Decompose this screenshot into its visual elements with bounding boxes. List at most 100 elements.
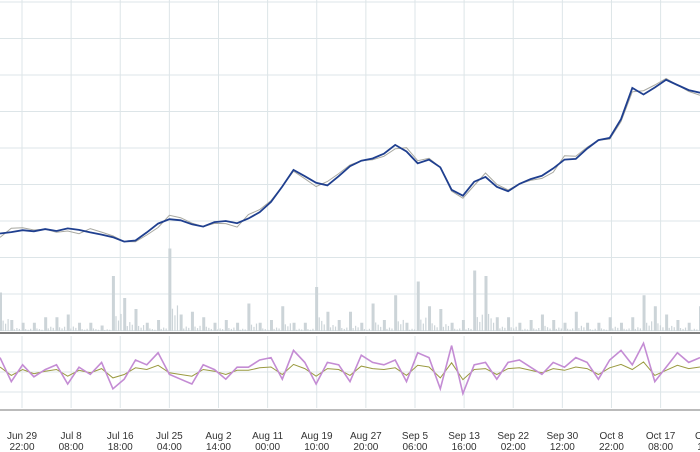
volume-bar: [597, 322, 601, 331]
volume-bar: [36, 328, 38, 331]
volume-bar: [696, 329, 698, 331]
volume-bar: [668, 327, 670, 331]
volume-bar: [355, 325, 357, 331]
volume-bar: [682, 328, 684, 331]
volume-bar: [120, 313, 122, 331]
volume-bar: [50, 326, 52, 331]
volume-bar: [434, 325, 436, 331]
volume-bar: [149, 328, 151, 331]
volume-bar: [637, 327, 639, 331]
volume-bar: [679, 328, 682, 331]
volume-bar: [145, 322, 149, 331]
volume-bar: [84, 329, 86, 331]
volume-bar: [250, 324, 253, 331]
x-tick-time-label: 02:00: [501, 442, 526, 452]
x-tick-time-label: 08:00: [59, 442, 84, 452]
volume-bar: [538, 328, 540, 331]
volume-bar: [693, 328, 695, 331]
volume-bar: [287, 326, 289, 331]
volume-bar: [269, 320, 273, 331]
volume-bar: [264, 329, 266, 331]
volume-bar: [97, 329, 100, 331]
volume-bar: [657, 323, 659, 331]
volume-bar: [492, 322, 495, 331]
volume-bar: [574, 311, 578, 331]
volume-bar: [55, 317, 59, 331]
volume-bar: [176, 305, 179, 331]
volume-bar: [529, 320, 533, 331]
volume-bar: [549, 328, 551, 331]
volume-bar: [258, 322, 262, 331]
volume-bar: [642, 295, 646, 331]
volume-bar: [289, 323, 291, 331]
volume-bar: [408, 329, 411, 331]
volume-bar: [394, 295, 398, 331]
x-tick-date-label: Sep 22: [497, 431, 529, 442]
volume-bar: [533, 328, 535, 331]
volume-bar: [459, 328, 461, 331]
volume-bar: [337, 320, 341, 331]
volume-bar: [546, 327, 549, 331]
volume-bar: [473, 270, 477, 331]
volume-bar: [450, 322, 454, 331]
volume-bar: [78, 322, 82, 331]
volume-bar: [405, 322, 409, 331]
volume-bar: [163, 327, 165, 331]
volume-bar: [75, 327, 77, 331]
volume-bar: [371, 303, 375, 331]
chart-grid: [0, 0, 700, 408]
volume-bar: [151, 329, 153, 331]
volume-bar: [436, 327, 438, 331]
volume-bar: [592, 329, 594, 331]
volume-bar: [307, 329, 309, 331]
volume-bar: [560, 328, 562, 331]
x-tick-time-label: 22:00: [9, 442, 34, 452]
volume-bar: [651, 321, 653, 331]
volume-bar: [501, 326, 503, 331]
volume-bar: [117, 320, 120, 331]
volume-bar: [479, 321, 481, 331]
volume-bar: [301, 329, 303, 331]
volume-bar: [123, 298, 127, 331]
volume-bar: [673, 327, 675, 331]
x-tick-time-label: 22:00: [599, 442, 624, 452]
x-tick-date-label: Aug 11: [252, 431, 283, 442]
volume-bar: [210, 328, 212, 331]
volume-bar: [179, 314, 183, 331]
volume-bar: [321, 320, 323, 331]
volume-bar: [2, 320, 4, 331]
volume-bar: [425, 317, 427, 331]
volume-bar: [318, 317, 320, 331]
volume-bar: [420, 319, 422, 331]
volume-bar: [5, 323, 7, 331]
smoothed-price-line: [0, 78, 700, 243]
volume-bar: [428, 306, 432, 331]
volume-bar: [648, 325, 650, 331]
volume-bar: [391, 328, 393, 331]
volume-bar: [445, 324, 447, 331]
x-tick-time-label: 12:00: [550, 442, 575, 452]
x-tick-time-label: 16:00: [452, 442, 477, 452]
volume-bar: [13, 329, 15, 331]
volume-bar: [625, 329, 628, 331]
volume-bar: [224, 320, 228, 331]
volume-bar: [253, 326, 255, 331]
volume-bar: [47, 328, 49, 331]
volume-bar: [499, 328, 501, 331]
volume-bar: [165, 328, 167, 331]
volume-bar: [41, 329, 43, 331]
volume-bar: [349, 311, 352, 331]
volume-bar: [30, 328, 32, 331]
volume-bar: [504, 327, 506, 331]
volume-bar: [507, 317, 511, 331]
volume-bar: [296, 329, 298, 331]
volume-bar: [236, 322, 240, 331]
oscillator-panel: [0, 341, 700, 397]
volume-bar: [476, 317, 478, 331]
volume-bar: [558, 327, 560, 331]
volume-bar: [634, 328, 636, 331]
volume-bar: [583, 327, 585, 331]
volume-bar: [315, 287, 319, 331]
volume-bar: [86, 328, 88, 331]
